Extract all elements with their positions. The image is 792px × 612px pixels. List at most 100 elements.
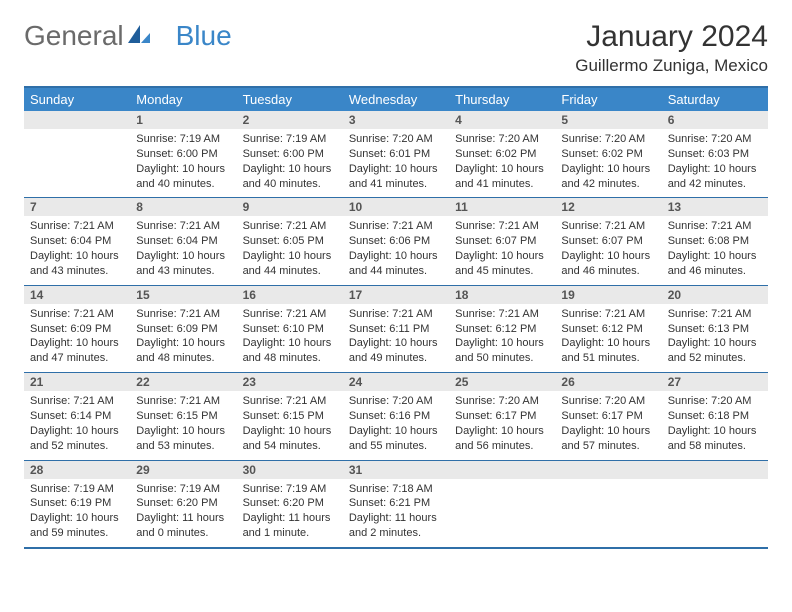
daylight2-text: and 41 minutes.	[349, 177, 443, 192]
daylight2-text: and 42 minutes.	[561, 177, 655, 192]
calendar-cell: 1Sunrise: 7:19 AMSunset: 6:00 PMDaylight…	[130, 111, 236, 198]
daylight1-text: Daylight: 10 hours	[561, 424, 655, 439]
day-body: Sunrise: 7:21 AMSunset: 6:09 PMDaylight:…	[130, 304, 236, 372]
sunrise-text: Sunrise: 7:20 AM	[668, 132, 762, 147]
day-number: 7	[24, 198, 130, 216]
daylight1-text: Daylight: 10 hours	[30, 424, 124, 439]
day-number: 19	[555, 286, 661, 304]
sunset-text: Sunset: 6:02 PM	[561, 147, 655, 162]
daylight1-text: Daylight: 10 hours	[349, 424, 443, 439]
sunset-text: Sunset: 6:06 PM	[349, 234, 443, 249]
sunrise-text: Sunrise: 7:19 AM	[136, 482, 230, 497]
day-number: 30	[237, 461, 343, 479]
daylight2-text: and 54 minutes.	[243, 439, 337, 454]
day-number: 27	[662, 373, 768, 391]
calendar-cell: 6Sunrise: 7:20 AMSunset: 6:03 PMDaylight…	[662, 111, 768, 198]
day-number	[449, 461, 555, 479]
daylight1-text: Daylight: 10 hours	[349, 249, 443, 264]
daylight1-text: Daylight: 10 hours	[243, 424, 337, 439]
day-header: Monday	[130, 87, 236, 111]
daylight2-text: and 58 minutes.	[668, 439, 762, 454]
calendar-cell: 26Sunrise: 7:20 AMSunset: 6:17 PMDayligh…	[555, 373, 661, 460]
calendar-cell	[24, 111, 130, 198]
daylight1-text: Daylight: 10 hours	[455, 249, 549, 264]
day-number: 24	[343, 373, 449, 391]
day-body: Sunrise: 7:21 AMSunset: 6:10 PMDaylight:…	[237, 304, 343, 372]
calendar-cell: 24Sunrise: 7:20 AMSunset: 6:16 PMDayligh…	[343, 373, 449, 460]
calendar-cell: 20Sunrise: 7:21 AMSunset: 6:13 PMDayligh…	[662, 285, 768, 372]
sunrise-text: Sunrise: 7:21 AM	[668, 219, 762, 234]
daylight2-text: and 1 minute.	[243, 526, 337, 541]
day-number: 28	[24, 461, 130, 479]
day-number: 12	[555, 198, 661, 216]
sunset-text: Sunset: 6:09 PM	[30, 322, 124, 337]
daylight2-text: and 48 minutes.	[243, 351, 337, 366]
sunrise-text: Sunrise: 7:19 AM	[243, 482, 337, 497]
day-body: Sunrise: 7:21 AMSunset: 6:15 PMDaylight:…	[237, 391, 343, 459]
calendar-body: 1Sunrise: 7:19 AMSunset: 6:00 PMDaylight…	[24, 111, 768, 548]
daylight1-text: Daylight: 10 hours	[30, 511, 124, 526]
day-body: Sunrise: 7:21 AMSunset: 6:06 PMDaylight:…	[343, 216, 449, 284]
daylight2-text: and 47 minutes.	[30, 351, 124, 366]
daylight2-text: and 53 minutes.	[136, 439, 230, 454]
day-body: Sunrise: 7:21 AMSunset: 6:14 PMDaylight:…	[24, 391, 130, 459]
sunrise-text: Sunrise: 7:20 AM	[349, 132, 443, 147]
day-body: Sunrise: 7:21 AMSunset: 6:07 PMDaylight:…	[555, 216, 661, 284]
sunset-text: Sunset: 6:15 PM	[136, 409, 230, 424]
calendar-row: 14Sunrise: 7:21 AMSunset: 6:09 PMDayligh…	[24, 285, 768, 372]
sunrise-text: Sunrise: 7:19 AM	[136, 132, 230, 147]
calendar-cell: 30Sunrise: 7:19 AMSunset: 6:20 PMDayligh…	[237, 460, 343, 548]
sunrise-text: Sunrise: 7:21 AM	[30, 394, 124, 409]
daylight2-text: and 51 minutes.	[561, 351, 655, 366]
sunrise-text: Sunrise: 7:20 AM	[455, 132, 549, 147]
calendar-row: 1Sunrise: 7:19 AMSunset: 6:00 PMDaylight…	[24, 111, 768, 198]
day-number: 3	[343, 111, 449, 129]
daylight1-text: Daylight: 10 hours	[668, 249, 762, 264]
day-number: 25	[449, 373, 555, 391]
sunrise-text: Sunrise: 7:21 AM	[668, 307, 762, 322]
sunset-text: Sunset: 6:21 PM	[349, 496, 443, 511]
day-body: Sunrise: 7:21 AMSunset: 6:11 PMDaylight:…	[343, 304, 449, 372]
daylight1-text: Daylight: 10 hours	[136, 249, 230, 264]
daylight2-text: and 44 minutes.	[243, 264, 337, 279]
day-body: Sunrise: 7:20 AMSunset: 6:03 PMDaylight:…	[662, 129, 768, 197]
day-number: 4	[449, 111, 555, 129]
calendar-cell: 18Sunrise: 7:21 AMSunset: 6:12 PMDayligh…	[449, 285, 555, 372]
day-body: Sunrise: 7:19 AMSunset: 6:20 PMDaylight:…	[237, 479, 343, 547]
daylight2-text: and 45 minutes.	[455, 264, 549, 279]
calendar-cell: 15Sunrise: 7:21 AMSunset: 6:09 PMDayligh…	[130, 285, 236, 372]
calendar-row: 28Sunrise: 7:19 AMSunset: 6:19 PMDayligh…	[24, 460, 768, 548]
sunrise-text: Sunrise: 7:20 AM	[668, 394, 762, 409]
calendar-cell: 7Sunrise: 7:21 AMSunset: 6:04 PMDaylight…	[24, 198, 130, 285]
calendar-cell: 17Sunrise: 7:21 AMSunset: 6:11 PMDayligh…	[343, 285, 449, 372]
day-number: 21	[24, 373, 130, 391]
calendar-cell: 14Sunrise: 7:21 AMSunset: 6:09 PMDayligh…	[24, 285, 130, 372]
day-body: Sunrise: 7:20 AMSunset: 6:18 PMDaylight:…	[662, 391, 768, 459]
calendar-cell: 28Sunrise: 7:19 AMSunset: 6:19 PMDayligh…	[24, 460, 130, 548]
day-body	[449, 479, 555, 537]
calendar-cell: 13Sunrise: 7:21 AMSunset: 6:08 PMDayligh…	[662, 198, 768, 285]
sunset-text: Sunset: 6:14 PM	[30, 409, 124, 424]
sunrise-text: Sunrise: 7:19 AM	[30, 482, 124, 497]
sunrise-text: Sunrise: 7:21 AM	[243, 219, 337, 234]
daylight1-text: Daylight: 10 hours	[561, 249, 655, 264]
day-number: 31	[343, 461, 449, 479]
daylight1-text: Daylight: 10 hours	[30, 336, 124, 351]
sunset-text: Sunset: 6:20 PM	[243, 496, 337, 511]
calendar-row: 7Sunrise: 7:21 AMSunset: 6:04 PMDaylight…	[24, 198, 768, 285]
sunset-text: Sunset: 6:17 PM	[455, 409, 549, 424]
day-number: 18	[449, 286, 555, 304]
sunrise-text: Sunrise: 7:21 AM	[136, 307, 230, 322]
day-body: Sunrise: 7:21 AMSunset: 6:13 PMDaylight:…	[662, 304, 768, 372]
calendar-cell: 22Sunrise: 7:21 AMSunset: 6:15 PMDayligh…	[130, 373, 236, 460]
day-body: Sunrise: 7:20 AMSunset: 6:02 PMDaylight:…	[555, 129, 661, 197]
sunset-text: Sunset: 6:12 PM	[561, 322, 655, 337]
day-body: Sunrise: 7:20 AMSunset: 6:17 PMDaylight:…	[449, 391, 555, 459]
day-body: Sunrise: 7:21 AMSunset: 6:08 PMDaylight:…	[662, 216, 768, 284]
day-body: Sunrise: 7:20 AMSunset: 6:17 PMDaylight:…	[555, 391, 661, 459]
day-body	[24, 129, 130, 187]
day-body	[662, 479, 768, 537]
day-number: 5	[555, 111, 661, 129]
calendar-cell: 21Sunrise: 7:21 AMSunset: 6:14 PMDayligh…	[24, 373, 130, 460]
day-body: Sunrise: 7:19 AMSunset: 6:20 PMDaylight:…	[130, 479, 236, 547]
